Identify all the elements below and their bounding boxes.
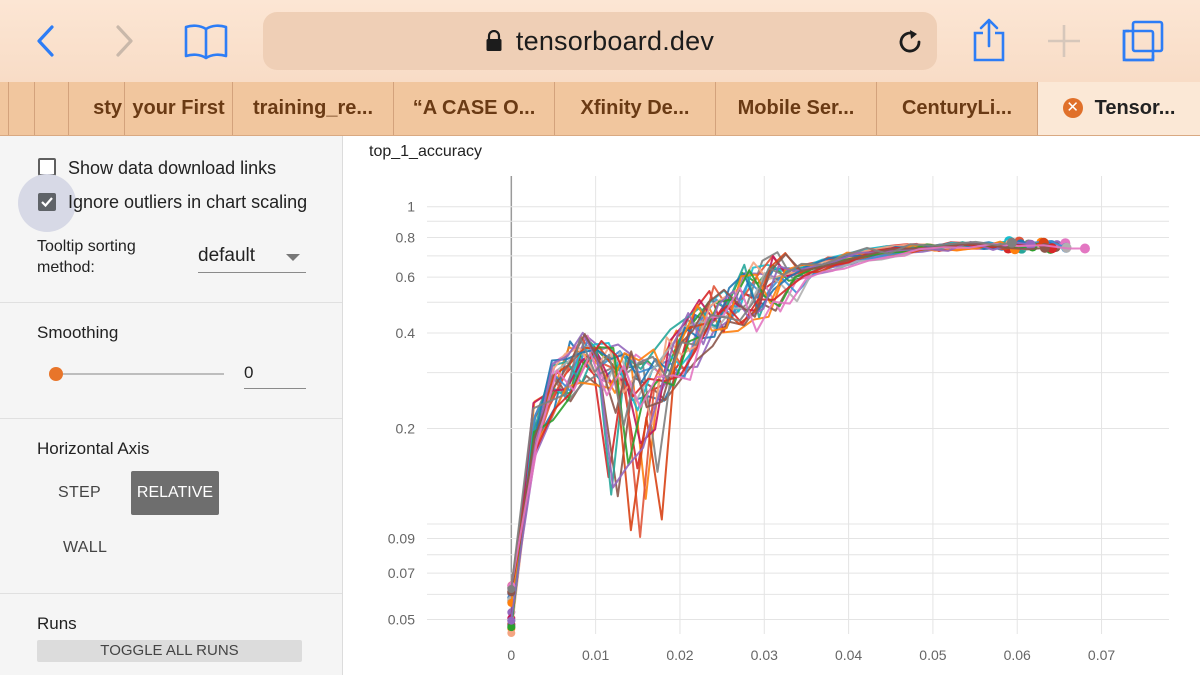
series-line[interactable]	[510, 241, 1066, 594]
axis-step-button[interactable]: STEP	[58, 484, 101, 501]
tab-1[interactable]	[8, 82, 34, 135]
axis-wall-button[interactable]: WALL	[63, 539, 108, 556]
show-download-label: Show data download links	[68, 158, 277, 178]
reload-icon	[899, 30, 921, 53]
series-line[interactable]	[510, 242, 1085, 586]
y-tick-label: 0.09	[388, 531, 415, 547]
tab-your-first[interactable]: your First	[124, 82, 232, 135]
toggle-all-runs-button[interactable]: TOGGLE ALL RUNS	[37, 640, 302, 662]
series-end-point[interactable]	[1079, 243, 1090, 254]
tab-2[interactable]	[34, 82, 68, 135]
smoothing-slider-track[interactable]	[56, 373, 224, 375]
address-text: tensorboard.dev	[263, 26, 937, 59]
tooltip-sorting-value: default	[198, 245, 256, 266]
series-end-point[interactable]	[1006, 237, 1017, 248]
back-button[interactable]	[28, 22, 62, 60]
tabs-overview-button[interactable]	[1120, 18, 1166, 64]
series-line[interactable]	[510, 241, 1052, 599]
plus-icon	[1048, 25, 1080, 57]
lock-icon	[486, 28, 502, 59]
y-tick-label: 1	[407, 199, 415, 215]
ignore-outliers-checkbox[interactable]	[38, 193, 56, 211]
x-tick-label: 0	[507, 647, 515, 663]
chart-panel	[343, 136, 1200, 675]
ignore-outliers-label: Ignore outliers in chart scaling	[68, 192, 306, 212]
horizontal-axis-label: Horizontal Axis	[37, 439, 150, 458]
y-tick-label: 0.07	[388, 565, 415, 581]
series-group	[507, 236, 1090, 638]
x-tick-label: 0.07	[1088, 647, 1115, 663]
chevron-right-icon	[116, 25, 133, 57]
divider	[0, 593, 342, 594]
tab-mobile-ser[interactable]: Mobile Ser...	[715, 82, 876, 135]
tab-a-case-o[interactable]: “A CASE O...	[393, 82, 554, 135]
tab-0[interactable]	[0, 82, 8, 135]
runs-label: Runs	[37, 614, 77, 633]
share-icon	[973, 18, 1005, 62]
y-tick-label: 0.6	[396, 269, 416, 285]
close-tab-icon[interactable]: ✕	[1062, 98, 1083, 118]
tab-strip: sty your First training_re... “A CASE O.…	[0, 82, 1200, 136]
chevron-left-icon	[37, 25, 54, 57]
x-tick-label: 0.03	[751, 647, 778, 663]
series-start-point[interactable]	[507, 629, 516, 638]
checkmark-icon	[41, 197, 53, 208]
x-tick-label: 0.06	[1004, 647, 1031, 663]
address-url: tensorboard.dev	[515, 26, 715, 56]
forward-button[interactable]	[108, 22, 142, 60]
tooltip-sorting-select[interactable]: default	[198, 240, 306, 273]
smoothing-value: 0	[244, 363, 254, 382]
share-button[interactable]	[970, 16, 1008, 64]
y-tick-label: 0.8	[396, 229, 416, 245]
x-tick-label: 0.05	[919, 647, 946, 663]
browser-toolbar: tensorboard.dev	[0, 0, 1200, 82]
chart-title: top_1_accuracy	[369, 143, 482, 160]
tab-training-re[interactable]: training_re...	[232, 82, 393, 135]
tooltip-sorting-label-2: method:	[37, 259, 95, 276]
series-line[interactable]	[510, 241, 1042, 629]
divider	[0, 302, 342, 303]
x-tick-label: 0.04	[835, 647, 862, 663]
series-start-point[interactable]	[507, 585, 516, 594]
tab-xfinity[interactable]: Xfinity De...	[554, 82, 715, 135]
smoothing-label: Smoothing	[37, 323, 119, 342]
series-line[interactable]	[510, 240, 1016, 604]
tab-tensorboard[interactable]: ✕ Tensor...	[1037, 82, 1200, 135]
series-line[interactable]	[510, 243, 1033, 628]
settings-sidebar: Show data download links Ignore outliers…	[0, 136, 343, 675]
new-tab-button[interactable]	[1045, 22, 1083, 60]
bookmarks-button[interactable]	[182, 20, 230, 62]
axis-relative-button[interactable]: RELATIVE	[131, 471, 219, 515]
series-line[interactable]	[510, 240, 1013, 590]
x-tick-label: 0.02	[666, 647, 693, 663]
dropdown-arrow-icon	[286, 254, 300, 261]
tooltip-sorting-label-1: Tooltip sorting	[37, 238, 136, 255]
y-tick-label: 0.4	[396, 325, 416, 341]
divider	[0, 418, 342, 419]
reload-button[interactable]	[893, 25, 927, 59]
series-line[interactable]	[510, 243, 1053, 592]
series-start-point[interactable]	[507, 623, 516, 632]
series-start-point[interactable]	[507, 616, 516, 625]
address-bar[interactable]: tensorboard.dev	[263, 12, 937, 70]
accuracy-chart: 0 0.01 0.02 0.03 0.04 0.05 0.06 0.07 0.05 0.07 0.0…	[388, 176, 1169, 663]
series-line[interactable]	[510, 244, 1067, 601]
y-tick-label: 0.05	[388, 611, 415, 627]
series-line[interactable]	[510, 240, 1031, 621]
y-tick-label: 0.2	[396, 420, 416, 436]
tab-sty[interactable]: sty	[68, 82, 124, 135]
smoothing-input[interactable]: 0	[244, 360, 306, 389]
tabs-overview-icon	[1122, 20, 1164, 62]
book-icon	[184, 24, 228, 60]
tab-centurylink[interactable]: CenturyLi...	[876, 82, 1037, 135]
x-tick-label: 0.01	[582, 647, 609, 663]
smoothing-slider-thumb[interactable]	[49, 367, 63, 381]
